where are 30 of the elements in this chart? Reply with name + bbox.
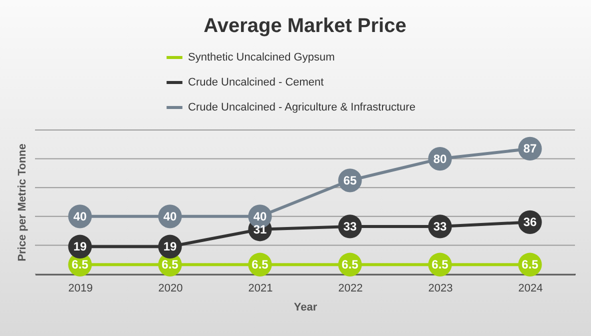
legend-label: Synthetic Uncalcined Gypsum [188,52,335,64]
data-label: 65 [343,173,357,188]
x-tick-label: 2022 [338,282,363,294]
data-label: 33 [343,219,357,234]
chart-title: Average Market Price [204,15,406,37]
x-axis-title: Year [294,302,318,314]
data-label: 31 [253,222,267,236]
y-axis-title: Price per Metric Tonne [16,144,28,262]
x-tick-label: 2021 [248,282,273,294]
data-label: 6.5 [342,258,359,272]
legend-label: Crude Uncalcined - Cement [188,76,324,88]
data-label: 6.5 [432,258,449,272]
data-label: 6.5 [522,258,539,272]
x-tick-label: 2020 [158,282,183,294]
data-label: 33 [433,219,447,234]
data-label: 19 [163,240,177,254]
data-label: 6.5 [252,258,269,272]
data-label: 40 [73,209,87,224]
legend-label: Crude Uncalcined - Agriculture & Infrastructure [188,102,416,114]
data-label: 36 [523,215,537,230]
data-label: 40 [163,209,177,224]
data-label: 6.5 [72,258,89,272]
data-label: 87 [523,142,537,156]
x-tick-label: 2023 [428,282,453,294]
data-label: 80 [433,152,447,166]
data-label: 19 [73,240,87,254]
x-tick-label: 2024 [518,282,543,294]
data-label: 40 [253,209,267,224]
data-label: 6.5 [162,258,179,272]
x-tick-label: 2019 [68,282,93,294]
